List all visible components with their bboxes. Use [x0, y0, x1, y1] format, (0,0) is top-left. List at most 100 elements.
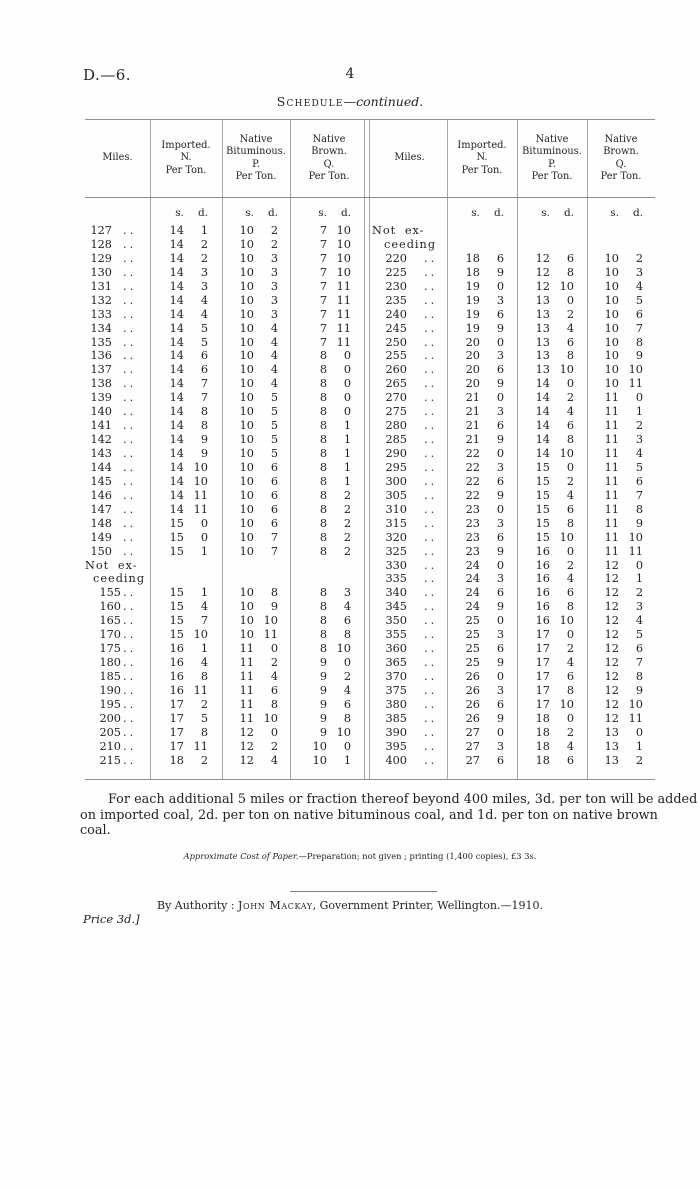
- shillings-unit-label: s.: [175, 207, 184, 219]
- rate-cell: 25 6: [447, 642, 517, 656]
- table-row: 160.. 15 4 10 9 8 4: [85, 600, 368, 614]
- leader-dots: ..: [123, 349, 137, 363]
- schedule-title: Schedule—continued.: [0, 94, 700, 109]
- imprint-rule: [290, 891, 437, 892]
- shillings-value: 10: [604, 279, 619, 293]
- miles-cell: 210..: [85, 740, 150, 754]
- miles-cell: 295..: [372, 461, 447, 475]
- pence-value: 8: [200, 419, 208, 433]
- pence-value: 1: [343, 433, 351, 447]
- rate-cell: 10 5: [587, 294, 655, 308]
- table-row: 365.. 25 9 17 4 12 7: [372, 656, 655, 670]
- pence-value: 11: [193, 683, 208, 697]
- rate-cell: 14 7: [150, 391, 222, 405]
- shillings-value: 20: [465, 335, 480, 349]
- leader-dots: ..: [123, 530, 137, 544]
- rate-cell: s. d.: [290, 206, 368, 220]
- shillings-value: 10: [239, 293, 254, 307]
- miles-cell: 355..: [372, 628, 447, 642]
- leader-dots: ..: [424, 697, 438, 711]
- rate-cell: 10 11: [587, 377, 655, 391]
- miles-value: 140: [90, 405, 112, 419]
- rate-cell: 11 6: [222, 684, 290, 698]
- pence-value: 8: [566, 516, 574, 530]
- pence-value: 10: [628, 697, 643, 711]
- miles-value: 240: [385, 307, 407, 321]
- rate-cell: 27 0: [447, 726, 517, 740]
- column-header-line: Per Ton.: [461, 164, 503, 176]
- table-row: 129.. 14 2 10 3 7 10: [85, 252, 368, 266]
- pence-value: 6: [270, 502, 278, 516]
- rate-cell: 19 6: [447, 308, 517, 322]
- miles-value: 135: [90, 335, 112, 349]
- rate-cell: s. d.: [150, 206, 222, 220]
- rate-cell: 14 0: [517, 377, 587, 391]
- shillings-value: 10: [239, 363, 254, 377]
- table-row: 335.. 24 3 16 4 12 1: [372, 572, 655, 586]
- rate-cell: 7 11: [290, 294, 368, 308]
- shillings-value: 24: [465, 572, 480, 586]
- pence-value: 6: [270, 474, 278, 488]
- shillings-value: 12: [604, 600, 619, 614]
- pence-value: 2: [200, 697, 208, 711]
- pence-value: 2: [635, 419, 643, 433]
- center-double-rule: [364, 120, 365, 779]
- miles-value: 275: [385, 405, 407, 419]
- table-row: 250.. 20 0 13 6 10 8: [372, 336, 655, 350]
- leader-dots: ..: [424, 293, 438, 307]
- pence-value: 9: [496, 544, 504, 558]
- rate-cell: 7 10: [290, 238, 368, 252]
- shillings-value: 10: [239, 614, 254, 628]
- shillings-value: 15: [535, 516, 550, 530]
- miles-cell: 140..: [85, 405, 150, 419]
- rate-cell: 10 4: [222, 322, 290, 336]
- pence-value: 7: [635, 488, 643, 502]
- shillings-value: 9: [319, 656, 327, 670]
- shillings-value: 7: [319, 224, 327, 237]
- column-divider: [447, 120, 448, 779]
- shillings-unit-label: s.: [541, 207, 550, 219]
- rate-cell: 14 5: [150, 322, 222, 336]
- miles-value: 210: [99, 739, 121, 753]
- table-row: 149.. 15 0 10 7 8 2: [85, 531, 368, 545]
- rate-cell: 11 2: [587, 419, 655, 433]
- rate-cell: 10 1: [290, 754, 368, 768]
- shillings-value: 15: [169, 586, 184, 600]
- shillings-value: 8: [319, 474, 327, 488]
- miles-cell: 132..: [85, 294, 150, 308]
- note-line: on imported coal, 2d. per ton on native …: [80, 807, 658, 839]
- shillings-value: 10: [239, 433, 254, 447]
- table-row: 255.. 20 3 13 8 10 9: [372, 349, 655, 363]
- miles-cell: 130..: [85, 266, 150, 280]
- pence-value: 2: [343, 516, 351, 530]
- shillings-value: 11: [604, 544, 619, 558]
- pence-value: 3: [496, 293, 504, 307]
- miles-value: 200: [99, 711, 121, 725]
- document-reference: D.—6.: [83, 66, 132, 84]
- rate-cell: 17 0: [517, 628, 587, 642]
- rate-cell: 26 9: [447, 712, 517, 726]
- rate-cell: 14 2: [150, 252, 222, 266]
- column-header-bituminous: Native Bituminous. P. Per Ton.: [517, 120, 587, 197]
- shillings-value: 10: [239, 516, 254, 530]
- freight-rates-table: Miles. Imported. N. Per Ton. Native Bitumin…: [85, 119, 655, 780]
- shillings-value: 10: [239, 447, 254, 460]
- rate-cell: 22 9: [447, 489, 517, 503]
- column-header-line: Per Ton.: [600, 170, 642, 182]
- pence-value: 4: [566, 572, 574, 586]
- pence-value: 0: [343, 739, 351, 753]
- shillings-value: 14: [535, 419, 550, 433]
- pence-value: 0: [200, 530, 208, 544]
- pence-value: 6: [635, 642, 643, 656]
- rate-cell: 24 0: [447, 559, 517, 573]
- pence-value: 1: [635, 405, 643, 419]
- shillings-value: 12: [604, 558, 619, 572]
- pence-value: 6: [566, 419, 574, 433]
- shillings-value: 8: [319, 433, 327, 447]
- pence-value: 10: [628, 363, 643, 377]
- pence-value: 10: [559, 363, 574, 377]
- table-row: 144.. 14 10 10 6 8 1: [85, 461, 368, 475]
- shillings-value: 11: [604, 488, 619, 502]
- rate-cell: 12 6: [587, 642, 655, 656]
- rate-cell: 10 3: [222, 308, 290, 322]
